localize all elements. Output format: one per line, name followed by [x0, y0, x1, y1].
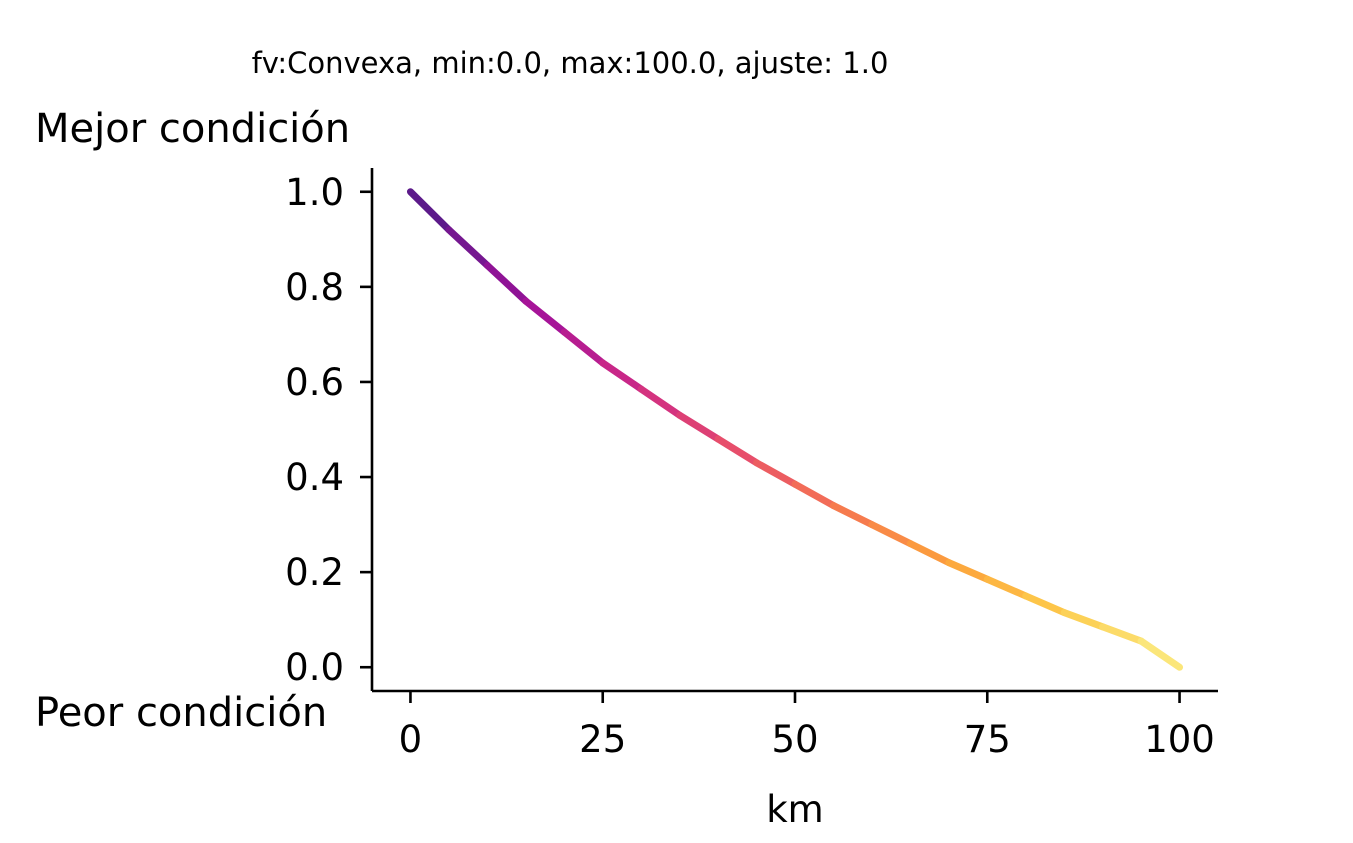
line-segment: [445, 226, 491, 269]
chart-title: fv:Convexa, min:0.0, max:100.0, ajuste: …: [252, 46, 889, 80]
line-segment: [714, 435, 761, 467]
worst-condition-label: Peor condición: [35, 690, 327, 736]
y-tick-label: 0.0: [285, 646, 344, 689]
line-segment: [906, 540, 953, 567]
x-axis-label: km: [766, 788, 823, 831]
line-segment: [599, 359, 645, 393]
line-segment: [1060, 609, 1107, 631]
x-tick-label: 75: [964, 718, 1011, 761]
best-condition-label: Mejor condición: [35, 106, 350, 152]
line-segment: [1099, 623, 1145, 645]
line-segment: [676, 411, 722, 443]
series-line: [406, 188, 1184, 671]
y-tick-label: 0.6: [285, 361, 344, 404]
line-segment: [753, 459, 799, 488]
line-segment: [522, 297, 568, 336]
x-tick-label: 100: [1144, 718, 1215, 761]
line-segment: [945, 559, 991, 583]
y-axis-ticks: 0.0 0.2 0.4 0.6 0.8 1.0: [285, 171, 372, 689]
line-segment: [829, 502, 876, 529]
line-segment: [791, 480, 837, 510]
line-segment: [560, 328, 607, 367]
x-tick-label: 0: [399, 718, 423, 761]
line-segment: [637, 385, 684, 419]
x-tick-label: 25: [579, 718, 626, 761]
y-tick-label: 1.0: [285, 171, 344, 214]
y-tick-label: 0.8: [285, 266, 344, 309]
y-tick-label: 0.2: [285, 551, 344, 594]
line-segment: [1137, 637, 1184, 671]
line-segment: [406, 188, 453, 234]
line-segment: [483, 261, 530, 305]
x-axis-ticks: 0 25 50 75 100: [399, 691, 1215, 761]
line-segment: [1022, 592, 1068, 617]
line-segment: [983, 575, 1030, 600]
plot-area: 0.0 0.2 0.4 0.6 0.8 1.0 0 25 50 75 100: [285, 168, 1218, 761]
y-tick-label: 0.4: [285, 456, 344, 499]
x-tick-label: 50: [771, 718, 818, 761]
line-segment: [868, 521, 914, 548]
